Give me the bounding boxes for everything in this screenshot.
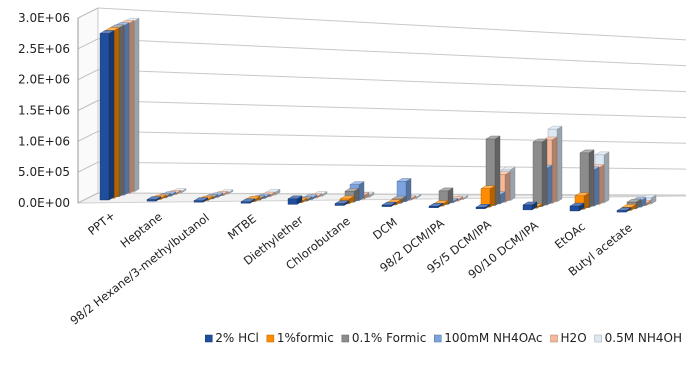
bar [381,201,397,207]
gridline [97,100,686,118]
y-tick-label: 2.0E+06 [18,73,70,87]
gridline [97,7,686,41]
legend-item: 0.1% Formic [341,331,426,345]
y-axis: 0.0E+00 5.0E+05 1.0E+06 1.5E+06 2.0E+06 2.5E+… [18,11,79,210]
y-tick-label: 3.0E+06 [18,11,70,25]
gridline-side [77,38,99,50]
legend-swatch [341,334,350,343]
gridline-side [77,130,99,142]
legend-swatch [266,334,275,343]
legend-swatch [434,334,442,343]
legend-swatch [550,334,558,343]
x-tick-label: Heptane [118,209,165,250]
bar [428,202,444,209]
bar [240,198,256,204]
bar [579,149,595,209]
x-tick-label: EtOAc [552,219,588,251]
legend-item: 100mM NH4OAc [434,331,543,345]
legend-label: 0.1% Formic [352,331,426,345]
bar [146,196,162,202]
bar [532,138,548,208]
legend: 2% HCl 1%formic 0.1% Formic 100mM NH4OAc H2O… [205,331,682,345]
legend-item: 0.5M NH4OH [594,331,682,345]
gridline [97,69,686,93]
bar [438,187,454,205]
gridlines [77,7,686,204]
legend-item: 1%formic [266,331,334,345]
legend-item: 2% HCl [205,331,259,345]
legend-swatch [205,334,213,343]
x-tick-label: MTBE [225,212,259,243]
y-tick-label: 5.0E+05 [18,165,70,179]
bar [485,135,501,206]
x-tick-label: DCM [370,215,400,243]
gridline [97,130,686,144]
gridline [97,38,686,67]
bar [287,195,303,205]
bar [193,197,209,203]
legend-label: 1%formic [277,331,334,345]
bar [396,178,412,203]
legend-label: H2O [561,331,587,345]
gridline-side [77,7,99,19]
bar [334,200,350,206]
bar [522,201,538,211]
gridline-side [77,69,99,81]
bar [495,171,511,203]
bar [569,202,585,212]
y-tick-label: 1.5E+06 [18,104,70,118]
y-tick-label: 2.5E+06 [18,42,70,56]
legend-label: 0.5M NH4OH [605,331,682,345]
legend-item: H2O [550,331,587,345]
bar [99,30,115,201]
gridline-side [77,192,99,204]
y-tick-label: 1.0E+06 [18,134,70,148]
gridline-side [77,100,99,111]
legend-label: 100mM NH4OAc [444,331,542,345]
gridline-side [77,161,99,173]
bar [480,185,496,208]
bar [475,203,491,210]
y-tick-label: 0.0E+00 [18,196,70,210]
legend-swatch [594,334,602,343]
legend-label: 2% HCl [215,331,259,345]
bars [99,17,657,213]
x-tick-label: PPT+ [85,208,118,238]
bar [616,207,632,213]
